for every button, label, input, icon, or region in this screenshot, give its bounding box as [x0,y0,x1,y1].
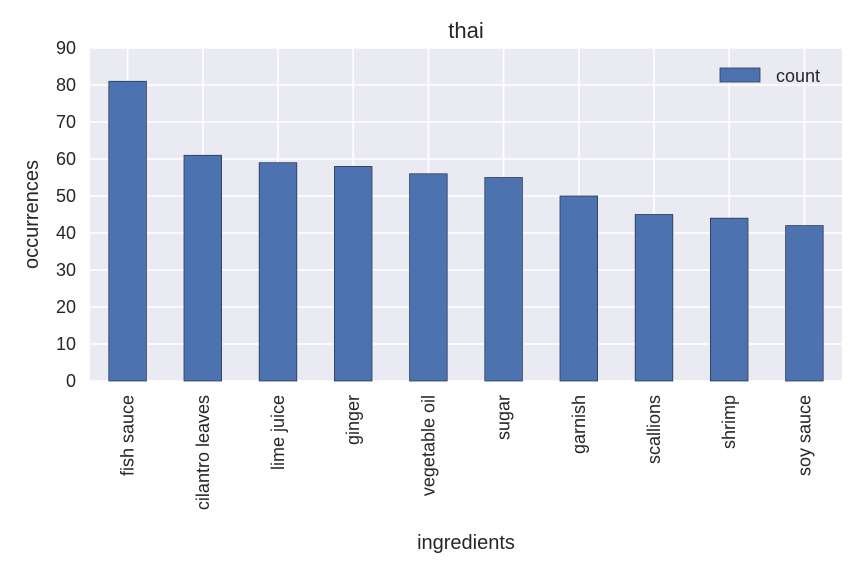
y-tick-label: 60 [56,149,76,169]
bar-garnish [559,195,598,382]
bar-shrimp [710,217,749,382]
bar-lime-juice [258,162,298,382]
bars-group [108,80,824,382]
y-tick-label: 30 [56,260,76,280]
x-tick-label: ginger [343,395,363,445]
y-tick-label: 40 [56,223,76,243]
x-tick-label: scallions [644,395,664,464]
x-tick-label: soy sauce [794,395,814,476]
x-tick-label: garnish [569,395,589,454]
legend-label: count [776,66,820,86]
bar-cilantro-leaves [183,154,222,382]
x-tick-label: shrimp [719,395,739,449]
y-tick-label: 0 [66,371,76,391]
x-axis-label: ingredients [417,532,515,554]
legend-swatch [719,67,761,83]
y-tick-labels: 0 10 20 30 40 50 60 70 80 90 [56,38,76,391]
y-tick-label: 90 [56,38,76,58]
chart-title: thai [448,18,483,43]
y-tick-label: 10 [56,334,76,354]
y-axis-label: occurrences [21,160,43,269]
bar-soy-sauce [785,225,824,382]
bar-vegetable-oil [409,173,448,382]
legend: count [719,66,820,86]
x-tick-label: vegetable oil [418,395,438,496]
bar-scallions [634,214,674,382]
bar-fish-sauce [108,80,147,382]
y-tick-label: 70 [56,112,76,132]
x-tick-label: cilantro leaves [193,395,213,510]
x-tick-labels: fish sauce cilantro leaves lime juice ginge… [118,395,815,510]
y-tick-label: 20 [56,297,76,317]
y-tick-label: 80 [56,75,76,95]
y-tick-label: 50 [56,186,76,206]
x-tick-label: sugar [494,395,514,440]
x-tick-label: fish sauce [118,395,138,476]
bar-ginger [333,165,373,382]
bar-sugar [484,177,523,382]
x-tick-label: lime juice [268,395,288,470]
